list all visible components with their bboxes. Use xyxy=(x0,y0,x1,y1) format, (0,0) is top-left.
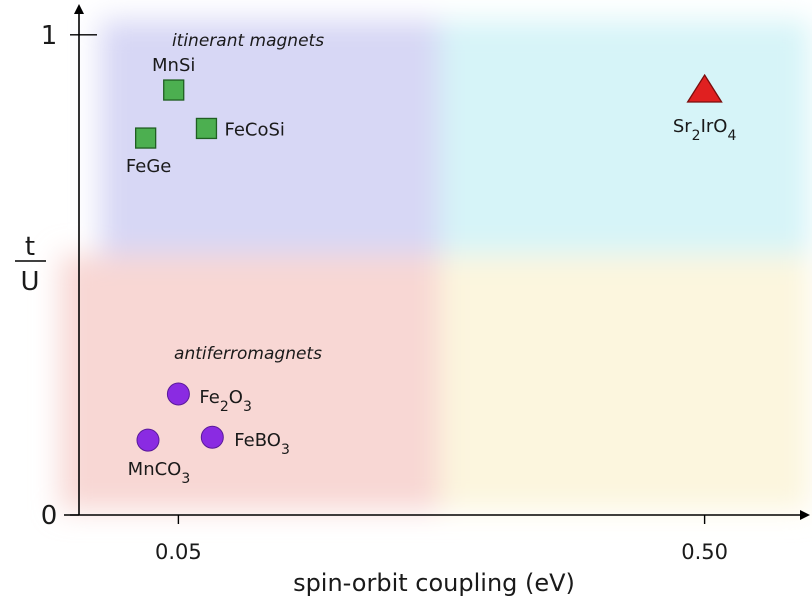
region-high-soc-high-t xyxy=(440,20,810,255)
point-label-5: MnCO3 xyxy=(128,459,191,487)
y-axis-label-denominator: U xyxy=(20,267,39,297)
ticks: 0.05 0.50 0 1 xyxy=(41,21,728,564)
point-label-2: FeGe xyxy=(126,156,171,177)
x-tick-label-0: 0.05 xyxy=(155,540,202,564)
point-square-2 xyxy=(135,127,157,149)
axes xyxy=(64,4,810,520)
point-label-4: FeBO3 xyxy=(234,430,290,458)
region-high-soc-low-t xyxy=(440,255,810,510)
y-tick-label-1: 1 xyxy=(41,21,58,51)
point-label-1: FeCoSi xyxy=(224,119,284,140)
y-tick-label-0: 0 xyxy=(41,501,58,531)
background-regions xyxy=(60,20,810,510)
data-points: MnSi FeCoSi FeGe Fe2O3 FeBO3 MnCO3 Sr2IrO4 xyxy=(126,55,737,487)
point-circle-5 xyxy=(136,428,160,452)
x-tick-label-1: 0.50 xyxy=(681,540,728,564)
region-itinerant xyxy=(100,20,440,255)
region-label-itinerant: itinerant magnets xyxy=(172,31,324,51)
x-axis-label: spin-orbit coupling (eV) xyxy=(293,569,575,597)
point-square-0 xyxy=(163,79,185,101)
point-triangle-6 xyxy=(686,73,723,103)
y-axis-label-numerator: t xyxy=(25,232,35,262)
point-square-1 xyxy=(195,117,218,140)
point-label-3: Fe2O3 xyxy=(199,387,251,415)
y-axis-label: t U xyxy=(15,232,46,297)
point-label-6: Sr2IrO4 xyxy=(673,116,737,144)
region-antiferro xyxy=(60,255,440,510)
point-label-0: MnSi xyxy=(152,55,195,76)
point-circle-3 xyxy=(166,382,190,406)
region-label-antiferro: antiferromagnets xyxy=(174,344,322,364)
point-circle-4 xyxy=(200,425,224,449)
